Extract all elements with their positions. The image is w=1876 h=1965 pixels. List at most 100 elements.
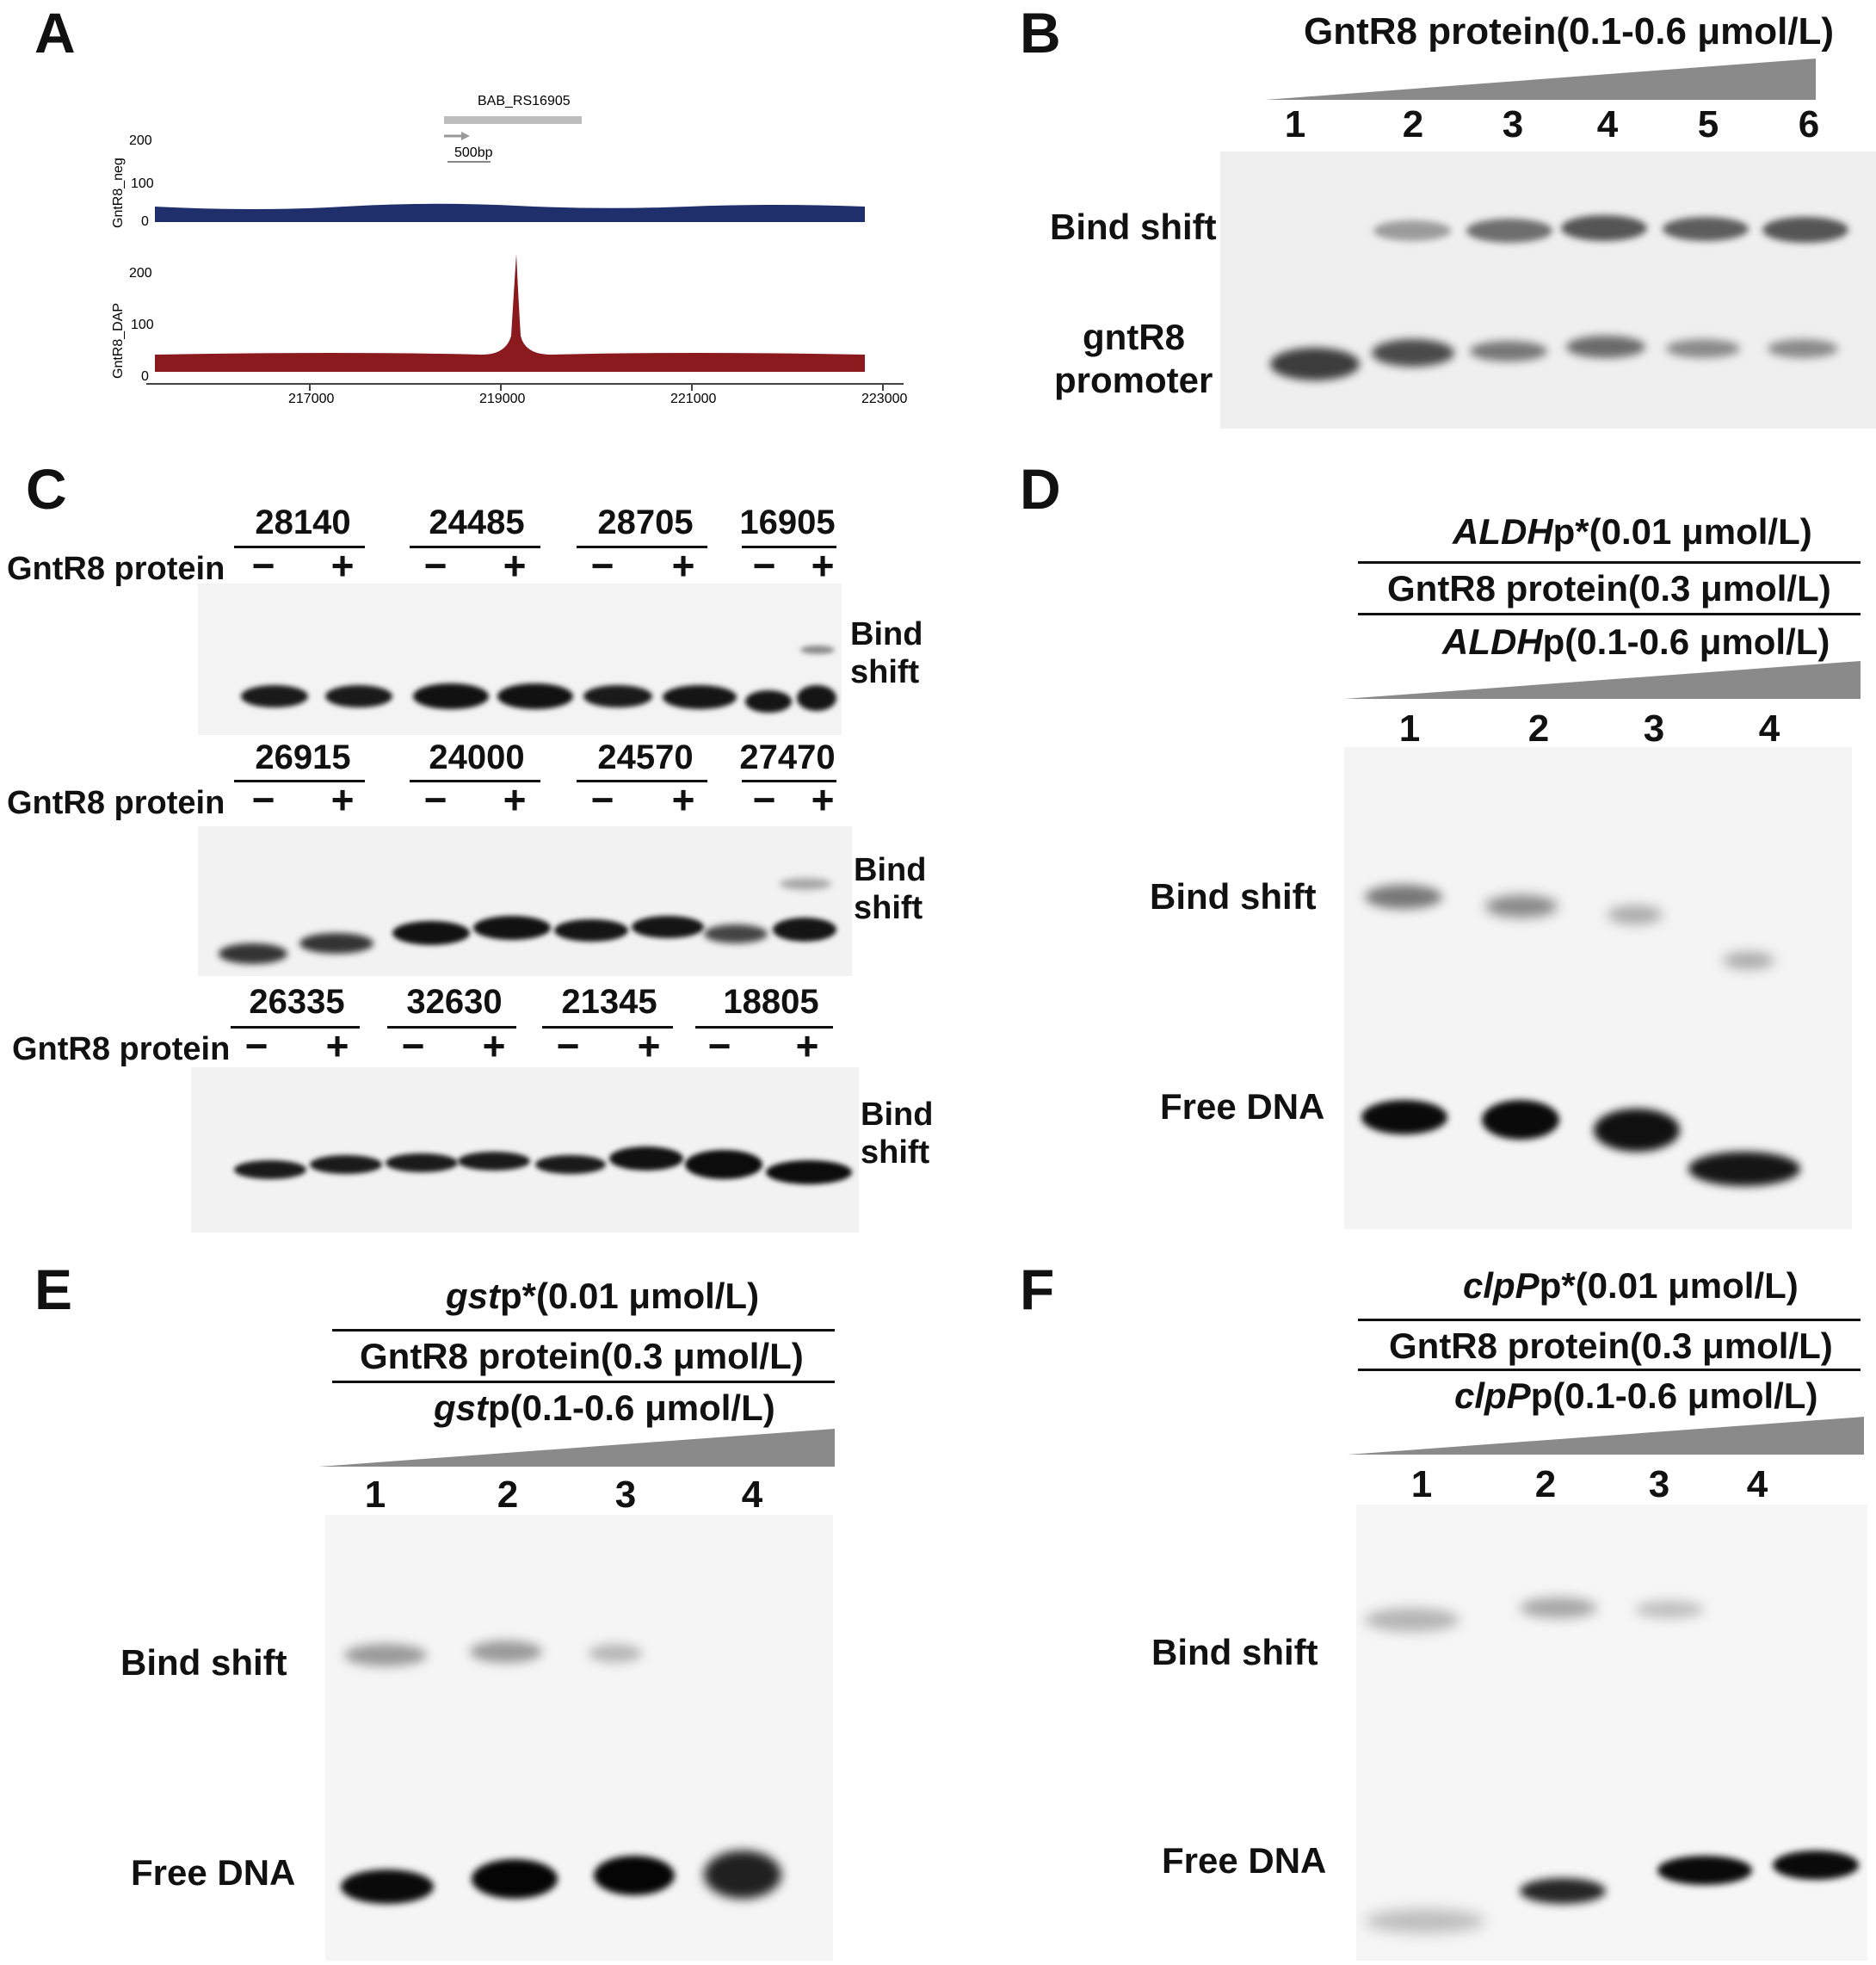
c-row2-minus: − bbox=[251, 777, 275, 822]
ytick-bottom-200: 200 bbox=[129, 266, 152, 281]
xtick-223000: 223000 bbox=[861, 392, 907, 406]
c-row1-plus: + bbox=[330, 543, 355, 588]
gene-bar bbox=[444, 116, 582, 124]
c-row1-plus: + bbox=[811, 543, 835, 588]
c-row3-id-1: 26335 bbox=[249, 983, 345, 1021]
panel-f-lane-2: 2 bbox=[1534, 1463, 1557, 1505]
c-row1-minus: − bbox=[752, 543, 776, 588]
c-row2-bind-label-2: shift bbox=[854, 890, 923, 926]
c-row3-minus: − bbox=[707, 1023, 731, 1068]
c-row3-minus: − bbox=[401, 1023, 425, 1068]
panel-a-coverage-plot: BAB_RS16905 500bp GntR8_neg 200 100 0 Gn… bbox=[111, 94, 907, 406]
gel-band bbox=[1666, 339, 1740, 358]
c-row3-gel bbox=[191, 1067, 859, 1233]
panel-d-lane-2: 2 bbox=[1527, 708, 1550, 750]
gel-band bbox=[1372, 339, 1454, 367]
panel-d-lane-1: 1 bbox=[1398, 708, 1421, 750]
c-row3-bind-label-2: shift bbox=[861, 1134, 930, 1171]
c-row3-minus: − bbox=[556, 1023, 580, 1068]
panel-b-lane-6: 6 bbox=[1798, 103, 1820, 145]
panel-d-letter: D bbox=[1020, 457, 1061, 521]
gel-band bbox=[1466, 219, 1552, 243]
c-row3-plus: + bbox=[637, 1023, 661, 1068]
panel-f-line2: GntR8 protein(0.3 μmol/L) bbox=[1389, 1325, 1833, 1366]
panel-d-lane-4: 4 bbox=[1758, 708, 1780, 750]
panel-d-wedge bbox=[1344, 661, 1861, 699]
panel-e-line2: GntR8 protein(0.3 μmol/L) bbox=[360, 1336, 804, 1376]
panel-f-line1: clpPp*(0.01 μmol/L) bbox=[1463, 1265, 1799, 1307]
c-row2-minus: − bbox=[423, 777, 447, 822]
c-row2-plus: + bbox=[811, 777, 835, 822]
panel-e-gel bbox=[325, 1515, 833, 1961]
gene-label: BAB_RS16905 bbox=[478, 94, 571, 108]
panel-b-bind-label: Bind shift bbox=[1050, 207, 1217, 247]
c-row2-minus: − bbox=[752, 777, 776, 822]
c-row3-bind-label-1: Bind bbox=[861, 1097, 934, 1133]
ytick-top-0: 0 bbox=[141, 214, 149, 229]
c-row1-plus: + bbox=[503, 543, 527, 588]
panel-e-bind-label: Bind shift bbox=[120, 1642, 287, 1683]
neg-track-fill bbox=[155, 203, 865, 222]
panel-e-line3-rest: p(0.1-0.6 μmol/L) bbox=[488, 1387, 775, 1428]
panel-b-letter: B bbox=[1020, 1, 1061, 65]
panel-b-gel bbox=[1220, 151, 1876, 429]
panel-f-gel bbox=[1356, 1505, 1867, 1961]
c-row2-minus: − bbox=[590, 777, 614, 822]
panel-d-line2: GntR8 protein(0.3 μmol/L) bbox=[1387, 568, 1831, 609]
panel-e-lane-1: 1 bbox=[364, 1474, 386, 1516]
gel-band bbox=[1566, 336, 1645, 358]
c-row2-plus: + bbox=[671, 777, 695, 822]
c-row2-gel bbox=[198, 826, 852, 976]
c-row3-id-3: 21345 bbox=[561, 983, 657, 1021]
panel-f-wedge bbox=[1348, 1417, 1864, 1455]
gel-band bbox=[1768, 339, 1838, 358]
panel-b-lane-3: 3 bbox=[1502, 103, 1524, 145]
panel-f-line1-rest: p*(0.01 μmol/L) bbox=[1539, 1265, 1799, 1306]
panel-f-lane-1: 1 bbox=[1410, 1463, 1433, 1505]
c-row1-id-3: 28705 bbox=[597, 504, 694, 541]
track-bottom-label: GntR8_DAP bbox=[111, 303, 126, 379]
gel-band bbox=[1270, 348, 1360, 380]
panel-b-lane-4: 4 bbox=[1596, 103, 1619, 145]
panel-b-wedge bbox=[1265, 59, 1816, 100]
c-row1-protein-label: GntR8 protein bbox=[7, 551, 225, 587]
ytick-bottom-0: 0 bbox=[141, 369, 149, 384]
panel-e-lane-3: 3 bbox=[614, 1474, 637, 1516]
panel-d-line3: ALDHp(0.1-0.6 μmol/L) bbox=[1442, 621, 1830, 663]
panel-d-line1-italic: ALDH bbox=[1453, 511, 1553, 552]
panel-e-line3: gstp(0.1-0.6 μmol/L) bbox=[434, 1387, 775, 1429]
c-row1-id-4: 16905 bbox=[739, 504, 836, 541]
gel-band bbox=[1470, 341, 1547, 361]
panel-c-letter: C bbox=[26, 457, 67, 521]
ytick-top-100: 100 bbox=[131, 176, 154, 191]
c-row2-id-4: 27470 bbox=[739, 738, 836, 776]
ytick-top-200: 200 bbox=[129, 133, 152, 148]
c-row3-minus: − bbox=[244, 1023, 268, 1068]
c-row1-bind-label-1: Bind bbox=[850, 616, 923, 652]
c-row2-bind-label-1: Bind bbox=[854, 852, 927, 888]
panel-b-lane-2: 2 bbox=[1402, 103, 1424, 145]
panel-d-line1-rest: p*(0.01 μmol/L) bbox=[1552, 511, 1812, 552]
panel-f-free-label: Free DNA bbox=[1162, 1840, 1327, 1881]
scale-label: 500bp bbox=[454, 145, 493, 160]
panel-b-title: GntR8 protein(0.1-0.6 μmol/L) bbox=[1304, 10, 1835, 53]
c-row2-protein-label: GntR8 protein bbox=[7, 785, 225, 821]
xtick-221000: 221000 bbox=[670, 392, 716, 406]
gel-band bbox=[1663, 217, 1749, 241]
panel-e-wedge bbox=[318, 1429, 835, 1467]
panel-f-letter: F bbox=[1020, 1257, 1055, 1321]
c-row3-plus: + bbox=[795, 1023, 819, 1068]
panel-b-lane-1: 1 bbox=[1284, 103, 1306, 145]
c-row3-plus: + bbox=[325, 1023, 349, 1068]
c-row3-id-2: 32630 bbox=[406, 983, 503, 1021]
gel-band bbox=[1373, 220, 1451, 241]
panel-f-line3: clpPp(0.1-0.6 μmol/L) bbox=[1454, 1375, 1817, 1417]
panel-b-promoter-label-2: promoter bbox=[1054, 360, 1213, 400]
panel-d-bind-label: Bind shift bbox=[1150, 876, 1317, 917]
panel-f-line3-rest: p(0.1-0.6 μmol/L) bbox=[1530, 1375, 1818, 1416]
gel-band bbox=[1561, 215, 1647, 241]
c-row3-plus: + bbox=[482, 1023, 506, 1068]
panel-d-line1: ALDHp*(0.01 μmol/L) bbox=[1453, 511, 1812, 553]
ytick-bottom-100: 100 bbox=[131, 318, 154, 332]
dap-track-fill bbox=[155, 254, 865, 372]
